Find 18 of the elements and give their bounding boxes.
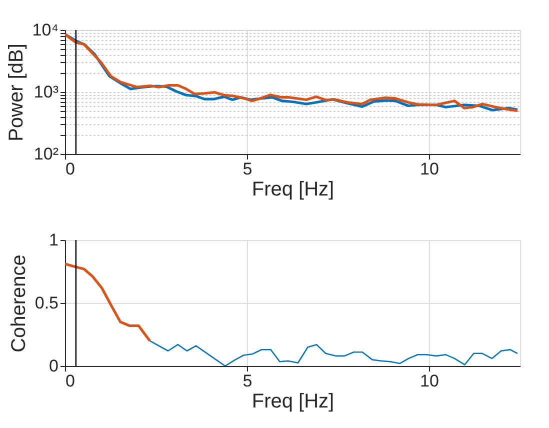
x-tick-label: 5 bbox=[242, 160, 252, 178]
line-series bbox=[65, 262, 152, 342]
x-tick-label: 10 bbox=[420, 372, 439, 390]
x-tick-label: 5 bbox=[242, 372, 252, 390]
x-tick-label: 10 bbox=[420, 160, 439, 178]
y-axis-title: Coherence bbox=[8, 254, 30, 352]
y-axis-title: Power [dB] bbox=[5, 44, 28, 142]
line-series bbox=[149, 340, 518, 366]
y-tick-label: 10³ bbox=[34, 82, 59, 102]
x-tick-label: 0 bbox=[66, 372, 75, 390]
x-axis-title: Freq [Hz] bbox=[252, 390, 334, 412]
y-tick-label: 1 bbox=[49, 230, 58, 250]
y-tick-label: 0.5 bbox=[34, 294, 58, 312]
y-tick-label: 10² bbox=[34, 144, 59, 164]
y-tick-label: 0 bbox=[49, 356, 58, 376]
x-tick-label: 0 bbox=[66, 160, 75, 178]
y-tick-label: 10⁴ bbox=[32, 20, 58, 40]
x-axis-title: Freq [Hz] bbox=[252, 178, 334, 200]
